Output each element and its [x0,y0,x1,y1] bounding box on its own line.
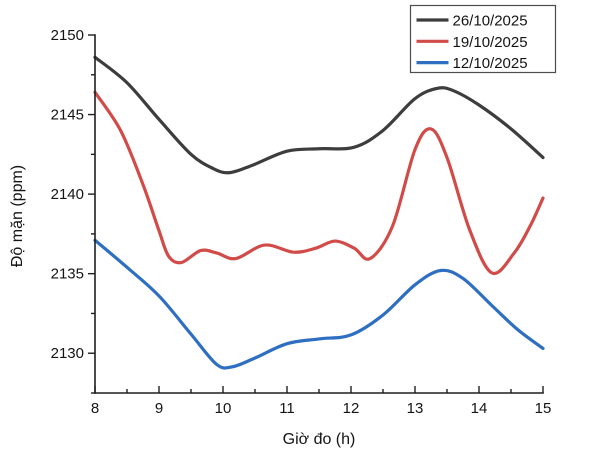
x-tick-label: 8 [91,400,99,417]
x-tick-label: 14 [471,400,488,417]
x-tick-label: 9 [155,400,163,417]
legend-label-2: 12/10/2025 [453,55,528,72]
y-tick-label: 2130 [51,345,84,362]
x-axis-title: Giờ đo (h) [283,431,356,448]
legend-label-0: 26/10/2025 [453,13,528,30]
x-tick-label: 11 [279,400,295,417]
series-line-1 [93,90,545,276]
legend-box [409,4,557,74]
y-tick-label: 2145 [51,107,84,124]
series-line-0 [93,55,545,175]
y-axis-title: Độ mặn (ppm) [9,165,26,267]
x-tick-label: 13 [407,400,424,417]
tick-labels: 2130 2135 2140 2145 2150 8 9 10 11 12 13 14 15 [51,27,552,417]
y-tick-label: 2135 [51,266,84,283]
legend-label-1: 19/10/2025 [453,34,528,51]
plot-curves [93,55,545,370]
series-line-2 [93,238,545,370]
x-tick-label: 10 [215,400,232,417]
y-tick-label: 2140 [51,186,84,203]
x-tick-label: 12 [343,400,360,417]
y-tick-label: 2150 [51,27,84,44]
legend: 26/10/2025 19/10/2025 12/10/2025 [409,4,557,74]
axes [88,34,544,394]
x-tick-label: 15 [535,400,552,417]
